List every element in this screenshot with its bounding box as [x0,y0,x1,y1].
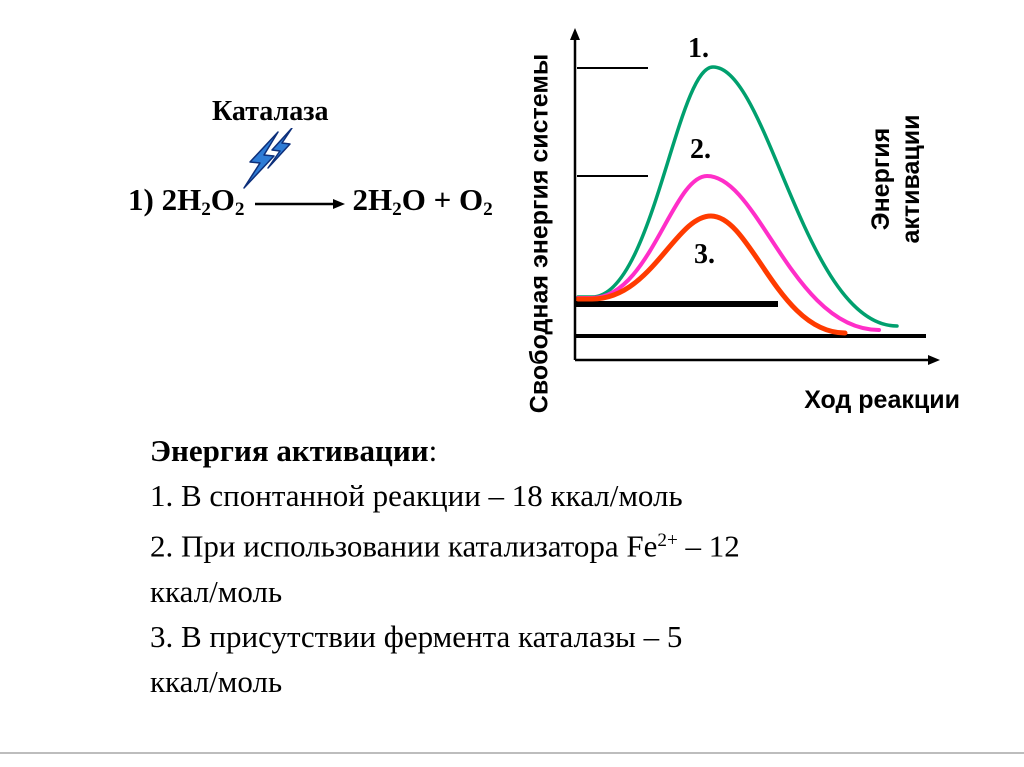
note-line: ккал/моль [150,663,283,699]
activation-energy-axis-label: Энергия активации [866,79,928,279]
activation-energy-axis-label-line-1: Энергия [867,127,895,231]
curve-label-3: 3. [694,239,715,270]
lightning-bolt-icon [243,128,293,189]
curve-label-2: 2. [690,134,711,165]
energy-curve-2 [576,173,881,332]
catalase-label: Каталаза [212,96,329,127]
x-axis-arrow-icon [928,355,940,365]
note-line: ккал/моль [150,573,283,609]
reaction-arrow-icon [254,199,345,210]
reaction-equation: 1) 2H2O2 2H2O + O2 [128,182,493,221]
lightning-bolt-back [267,128,293,169]
note-line: 3. В присутствии фермента каталазы – 5 [150,618,683,654]
activation-energy-axis-label-line-2: активации [897,114,925,244]
lightning-bolt-front [243,131,279,189]
y-axis-label: Свободная энергия системы [525,53,554,414]
slide-footer-line [0,752,1024,754]
note-line: Энергия активации: [150,433,438,468]
notes-block: Энергия активации: 1. В спонтанной реакци… [150,428,950,704]
note-line: 1. В спонтанной реакции – 18 ккал/моль [150,478,683,513]
equation-right: 2H2O + O2 [352,182,493,220]
y-axis-arrow-icon [570,28,580,40]
curve-label-1: 1. [688,33,709,64]
equation-left: 1) 2H2O2 [128,182,245,220]
energy-curve-1 [576,65,899,328]
x-axis-label: Ход реакции [804,386,960,414]
energy-curve-3 [575,213,848,336]
note-line: 2. При использовании катализатора Fe2+ –… [150,528,740,564]
